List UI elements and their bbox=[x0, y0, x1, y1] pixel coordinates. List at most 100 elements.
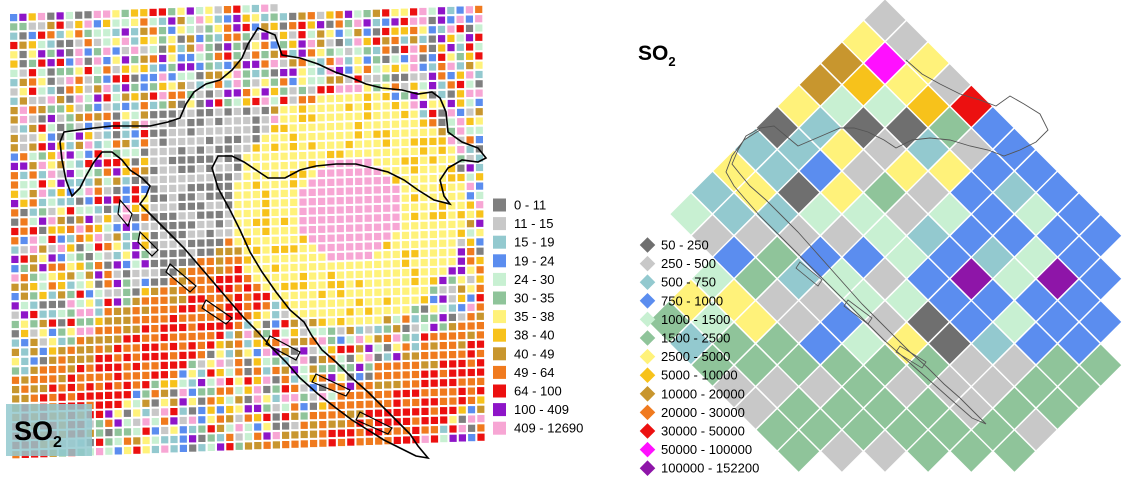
grid-cell bbox=[272, 329, 280, 337]
grid-cell bbox=[30, 348, 38, 356]
grid-cell bbox=[10, 60, 18, 68]
grid-cell bbox=[160, 250, 168, 258]
grid-cell bbox=[411, 277, 419, 286]
grid-cell bbox=[468, 415, 476, 423]
grid-cell bbox=[177, 63, 185, 71]
grid-cell bbox=[347, 410, 355, 418]
grid-cell bbox=[400, 45, 409, 53]
grid-cell bbox=[272, 301, 280, 309]
grid-cell bbox=[196, 53, 204, 61]
grid-cell bbox=[95, 373, 103, 381]
grid-cell bbox=[150, 204, 158, 212]
grid-cell bbox=[382, 102, 390, 110]
grid-cell bbox=[430, 370, 438, 378]
grid-cell bbox=[372, 28, 381, 36]
grid-cell bbox=[298, 96, 306, 104]
grid-cell bbox=[169, 277, 177, 285]
grid-cell bbox=[10, 181, 19, 189]
grid-cell bbox=[289, 31, 297, 39]
grid-cell bbox=[270, 60, 278, 68]
grid-cell bbox=[132, 372, 140, 380]
grid-cell bbox=[234, 312, 243, 320]
grid-cell bbox=[58, 375, 66, 383]
grid-cell bbox=[105, 410, 113, 418]
grid-cell bbox=[187, 165, 195, 173]
grid-cell bbox=[225, 303, 233, 311]
grid-cell bbox=[37, 12, 46, 21]
grid-cell bbox=[300, 403, 308, 411]
grid-cell bbox=[186, 35, 195, 43]
grid-cell bbox=[392, 287, 401, 296]
grid-cell bbox=[77, 365, 85, 373]
grid-cell bbox=[402, 352, 410, 360]
grid-cell bbox=[243, 163, 251, 171]
grid-cell bbox=[103, 84, 111, 93]
grid-cell bbox=[373, 195, 381, 203]
grid-cell bbox=[477, 405, 485, 413]
grid-cell bbox=[252, 116, 260, 124]
grid-cell bbox=[29, 115, 37, 123]
diamond-cell bbox=[842, 409, 884, 451]
grid-cell bbox=[226, 443, 234, 451]
grid-cell bbox=[58, 309, 66, 318]
grid-cell bbox=[391, 120, 400, 128]
grid-cell bbox=[48, 263, 56, 271]
grid-cell bbox=[252, 79, 260, 87]
grid-cell bbox=[355, 196, 363, 204]
grid-cell bbox=[356, 391, 364, 399]
grid-cell bbox=[243, 89, 251, 97]
grid-cell bbox=[392, 297, 401, 305]
grid-cell bbox=[437, 16, 446, 24]
grid-cell bbox=[477, 415, 485, 423]
grid-cell bbox=[243, 256, 252, 264]
grid-cell bbox=[151, 427, 159, 435]
grid-cell bbox=[104, 252, 112, 260]
diamond-cell bbox=[886, 366, 928, 408]
grid-cell bbox=[197, 211, 205, 219]
grid-cell bbox=[261, 88, 269, 96]
grid-cell bbox=[317, 160, 325, 168]
grid-cell bbox=[112, 10, 120, 18]
grid-cell bbox=[336, 94, 344, 102]
grid-cell bbox=[456, 15, 464, 23]
grid-cell bbox=[364, 130, 372, 139]
grid-cell bbox=[402, 269, 410, 277]
grid-cell bbox=[270, 32, 278, 40]
grid-cell bbox=[67, 235, 75, 243]
grid-cell bbox=[131, 37, 139, 45]
diamond-cell bbox=[950, 171, 992, 214]
grid-cell bbox=[85, 178, 93, 186]
grid-cell bbox=[67, 393, 76, 401]
grid-cell bbox=[438, 193, 447, 201]
grid-cell bbox=[103, 47, 111, 55]
grid-cell bbox=[281, 320, 289, 328]
grid-cell bbox=[392, 195, 400, 203]
grid-cell bbox=[401, 185, 409, 193]
grid-cell bbox=[189, 425, 197, 434]
grid-cell bbox=[206, 211, 214, 219]
grid-cell bbox=[401, 203, 409, 212]
grid-cell bbox=[272, 441, 280, 449]
grid-cell bbox=[318, 327, 326, 336]
grid-cell bbox=[30, 264, 38, 272]
grid-cell bbox=[252, 97, 260, 106]
grid-cell bbox=[178, 268, 186, 276]
grid-cell bbox=[299, 161, 307, 169]
legend-label: 30000 - 50000 bbox=[661, 424, 745, 439]
grid-cell bbox=[85, 160, 93, 168]
grid-cell bbox=[84, 85, 92, 93]
grid-cell bbox=[346, 364, 354, 372]
grid-cell bbox=[244, 442, 253, 450]
grid-cell bbox=[197, 239, 205, 247]
grid-cell bbox=[401, 92, 409, 100]
grid-cell bbox=[140, 111, 148, 119]
grid-cell bbox=[77, 355, 85, 363]
grid-cell bbox=[439, 388, 448, 396]
grid-cell bbox=[291, 384, 299, 392]
grid-cell bbox=[261, 4, 269, 12]
grid-cell bbox=[365, 382, 373, 390]
grid-cell bbox=[372, 9, 380, 17]
grid-cell bbox=[253, 246, 261, 254]
grid-cell bbox=[354, 19, 362, 27]
grid-cell bbox=[308, 198, 316, 206]
